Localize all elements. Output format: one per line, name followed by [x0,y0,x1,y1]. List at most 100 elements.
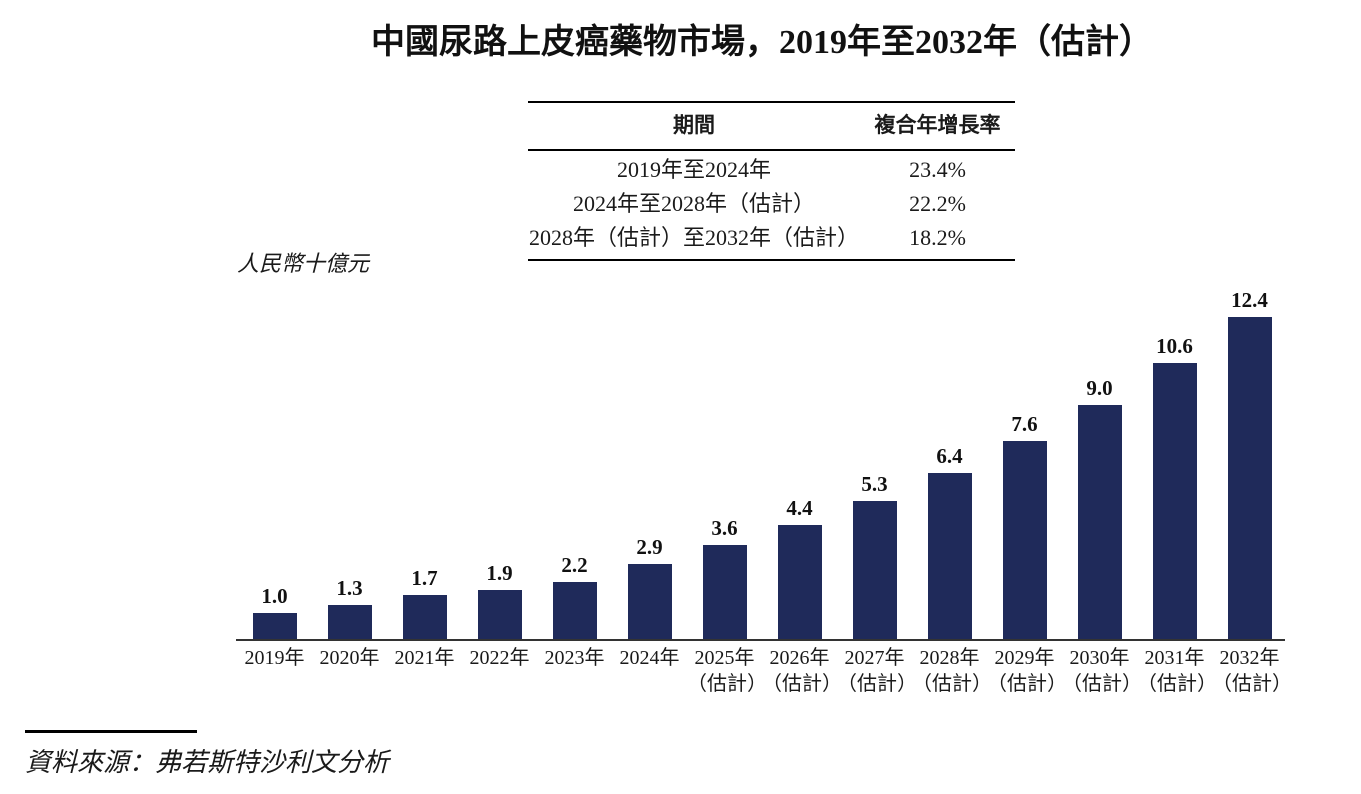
bar-group: 7.6 [987,413,1062,639]
bar-value-label: 9.0 [1086,376,1113,400]
bar [1002,441,1047,639]
bar-value-label: 1.3 [336,576,363,600]
x-axis-label: 2032年 （估計） [1212,645,1292,697]
bar-value-label: 10.6 [1156,334,1193,358]
page-title-year-range: 2019年至2032年（估計） [779,24,1153,61]
bar [252,613,297,639]
bar-group: 2.2 [537,554,612,639]
x-axis-label: 2029年 （估計） [987,645,1067,697]
bar-value-label: 2.9 [636,535,663,559]
cell-period: 2024年至2028年（估計） [572,191,815,216]
page-title-chinese: 中國尿路上皮癌藥物市場， [371,23,779,61]
x-axis-label: 2030年 （估計） [1062,645,1142,697]
bar-group: 6.4 [912,445,987,639]
x-axis-label: 2021年 [387,645,462,697]
bar-value-label: 7.6 [1011,412,1038,436]
bar-value-label: 4.4 [786,496,813,520]
bar [1077,405,1122,639]
x-axis-estimate-note: （估計） [1062,673,1142,695]
bar-group: 4.4 [762,497,837,639]
cagr-table-header: 期間 複合年增長率 [528,103,1015,151]
cell-period: 2028年（估計）至2032年（估計） [528,225,859,250]
x-axis-label: 2028年 （估計） [912,645,992,697]
x-axis-label: 2022年 [462,645,537,697]
x-axis-estimate-note: （估計） [987,673,1067,695]
x-axis-estimate-note: （估計） [762,673,842,695]
bar-group: 5.3 [837,473,912,639]
bar [1227,317,1272,639]
bar [477,590,522,639]
x-axis-year: 2019年 [244,647,305,669]
bar-value-label: 6.4 [936,444,963,468]
table-row: 2028年（估計）至2032年（估計） 18.2% [528,221,1015,255]
bar-value-label: 1.7 [411,566,438,590]
cell-period: 2019年至2024年 [616,157,771,182]
cell-cagr: 23.4% [909,157,966,182]
x-axis-label: 2019年 [237,645,312,697]
bar [777,525,822,639]
cagr-table-body: 2019年至2024年 23.4% 2024年至2028年（估計） 22.2% … [528,151,1015,259]
bar-value-label: 1.0 [261,584,288,608]
x-axis-year: 2020年 [319,647,380,669]
bar-group: 10.6 [1137,335,1212,639]
x-axis-year: 2028年 [919,647,980,669]
bar-value-label: 3.6 [711,516,738,540]
x-axis-estimate-note: （估計） [1137,673,1217,695]
x-axis-label: 2026年 （估計） [762,645,842,697]
x-axis-year: 2023年 [544,647,605,669]
x-axis-year: 2031年 [1144,647,1205,669]
bar-group: 1.3 [312,577,387,639]
bar-group: 1.9 [462,562,537,639]
x-axis-year: 2027年 [844,647,905,669]
bar-group: 2.9 [612,536,687,639]
bar [627,564,672,639]
x-axis-estimate-note: （估計） [687,673,767,695]
x-axis-labels: 2019年 2020年 2021年 2022年 2023年 2024年 2025年 （估計） 2… [237,645,1293,697]
x-axis-year: 2030年 [1069,647,1130,669]
bar-value-label: 5.3 [861,472,888,496]
column-header-period: 期間 [673,114,715,137]
x-axis-label: 2020年 [312,645,387,697]
source-note: 資料來源：弗若斯特沙利文分析 [25,748,390,777]
source-divider [25,730,197,733]
cagr-table: 期間 複合年增長率 2019年至2024年 23.4% 2024年至2028年（… [528,101,1015,261]
x-axis-year: 2024年 [619,647,680,669]
bar-group: 9.0 [1062,377,1137,639]
bar-value-label: 12.4 [1231,288,1268,312]
x-axis-year: 2025年 [694,647,755,669]
bar-group: 1.0 [237,585,312,639]
bar [327,605,372,639]
x-axis-label: 2027年 （估計） [837,645,917,697]
table-row: 2024年至2028年（估計） 22.2% [528,187,1015,221]
table-row: 2019年至2024年 23.4% [528,153,1015,187]
cell-cagr: 18.2% [909,225,966,250]
plot-area: 1.0 1.3 1.7 1.9 2.2 2.9 3.6 4.4 5.3 6.4 7.6 9.0 10.6… [237,280,1287,639]
page-title: 中國尿路上皮癌藥物市場，2019年至2032年（估計） [237,22,1287,63]
x-axis-label: 2031年 （估計） [1137,645,1217,697]
bar-group: 3.6 [687,517,762,639]
bar [552,582,597,639]
x-axis-year: 2022年 [469,647,530,669]
cell-cagr: 22.2% [909,191,966,216]
bar [402,595,447,639]
x-axis-year: 2029年 [994,647,1055,669]
x-axis-estimate-note: （估計） [837,673,917,695]
x-axis-label: 2024年 [612,645,687,697]
x-axis-estimate-note: （估計） [1212,673,1292,695]
bar [702,545,747,639]
x-axis-year: 2026年 [769,647,830,669]
bar [852,501,897,639]
bar [1152,363,1197,639]
column-header-cagr: 複合年增長率 [874,114,1001,137]
x-axis-label: 2025年 （估計） [687,645,767,697]
bar-value-label: 1.9 [486,561,513,585]
x-axis-year: 2021年 [394,647,455,669]
bar-group: 1.7 [387,567,462,639]
x-axis-year: 2032年 [1219,647,1280,669]
bar-group: 12.4 [1212,289,1287,639]
x-axis-label: 2023年 [537,645,612,697]
bar-value-label: 2.2 [561,553,588,577]
x-axis-line [236,639,1285,641]
bar [927,473,972,639]
x-axis-estimate-note: （估計） [912,673,992,695]
